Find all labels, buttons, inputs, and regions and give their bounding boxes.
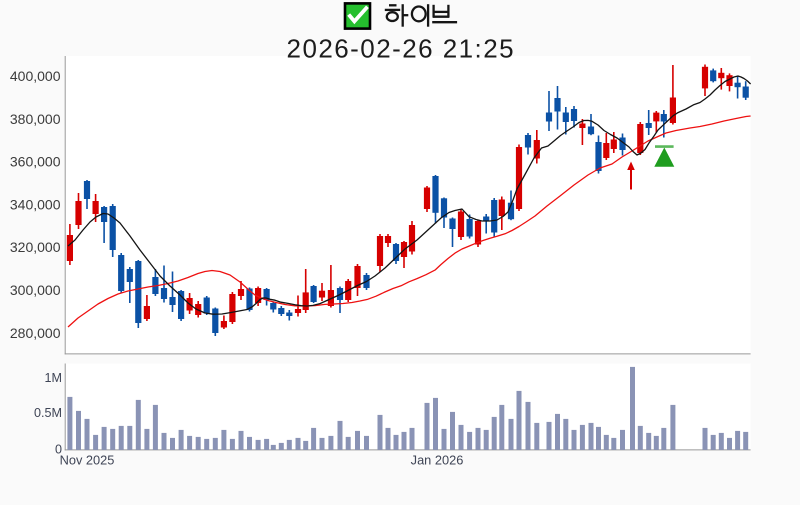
svg-text:360,000: 360,000 <box>10 154 61 170</box>
svg-text:1M: 1M <box>45 371 63 385</box>
svg-text:400,000: 400,000 <box>10 68 61 84</box>
svg-text:Jan 2026: Jan 2026 <box>411 453 464 468</box>
svg-text:340,000: 340,000 <box>10 196 61 212</box>
svg-text:0.5M: 0.5M <box>34 406 62 420</box>
svg-text:Nov 2025: Nov 2025 <box>60 453 115 468</box>
svg-text:380,000: 380,000 <box>10 111 61 127</box>
svg-text:280,000: 280,000 <box>10 325 61 341</box>
svg-text:300,000: 300,000 <box>10 282 61 298</box>
svg-text:2026-02-26 21:25: 2026-02-26 21:25 <box>287 34 515 64</box>
svg-text:0: 0 <box>55 442 62 456</box>
svg-text:320,000: 320,000 <box>10 239 61 255</box>
